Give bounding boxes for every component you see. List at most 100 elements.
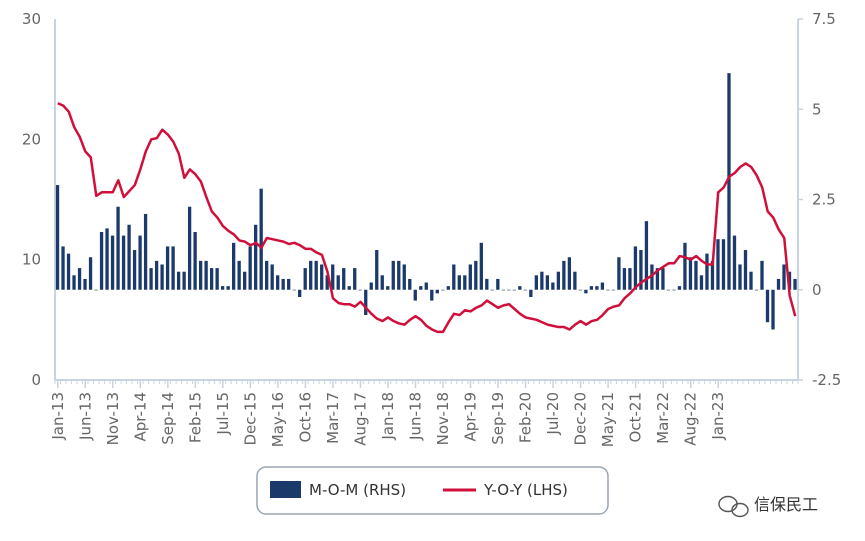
right-axis-ticks: -2.5 0 2.5 5 7.5 — [798, 10, 841, 389]
mom-bar — [276, 275, 280, 290]
mom-bar — [578, 289, 583, 291]
legend-label-yoy: Y-O-Y (LHS) — [483, 481, 568, 499]
x-tick-label: Jan-18 — [379, 392, 397, 441]
mom-bar — [66, 253, 71, 290]
x-tick-label: Feb-20 — [517, 392, 535, 443]
mom-bar — [347, 286, 351, 290]
mom-bar — [760, 260, 764, 290]
mom-bar — [716, 239, 720, 290]
mom-bar — [463, 275, 467, 290]
right-tick-label: -2.5 — [812, 371, 841, 389]
mom-bar — [710, 260, 715, 290]
mom-bar — [220, 286, 225, 290]
watermark: 信保民工 — [718, 495, 818, 518]
left-tick-label: 20 — [22, 130, 41, 148]
mom-bar — [534, 275, 538, 290]
x-tick-label: Oct-16 — [296, 392, 314, 442]
mom-bar — [562, 260, 566, 290]
mom-bar — [325, 275, 329, 290]
mom-bar — [452, 264, 456, 290]
mom-bar — [193, 231, 197, 290]
mom-bar — [292, 289, 296, 291]
mom-bar — [408, 278, 412, 290]
mom-bar — [666, 289, 671, 291]
left-tick-label: 10 — [22, 251, 41, 269]
mom-bar — [353, 268, 357, 290]
mom-bar — [121, 235, 126, 290]
mom-bar — [424, 282, 428, 290]
mom-bar — [435, 289, 439, 294]
yoy-line — [57, 102, 797, 334]
x-minor-ticks — [54, 380, 799, 384]
legend-label-mom: M-O-M (RHS) — [309, 481, 406, 499]
mom-bar — [721, 239, 726, 290]
x-tick-label: Apr-14 — [131, 392, 149, 442]
mom-bar — [749, 271, 753, 290]
mom-bar — [402, 264, 406, 290]
mom-bar — [628, 268, 632, 290]
mom-bar — [160, 264, 164, 290]
mom-bar — [303, 268, 307, 290]
mom-bar — [287, 278, 291, 290]
mom-bar — [182, 271, 186, 290]
mom-bar — [259, 188, 263, 290]
mom-bar — [584, 289, 588, 294]
x-tick-label: Feb-15 — [186, 392, 204, 443]
mom-bar — [490, 289, 494, 291]
mom-bar — [232, 242, 236, 290]
mom-bar — [496, 278, 500, 290]
x-tick-label: May-21 — [599, 392, 617, 447]
legend-box — [256, 466, 609, 515]
mom-bar — [507, 289, 511, 291]
mom-bar — [331, 264, 335, 290]
mom-bar — [94, 289, 98, 291]
mom-bar — [793, 278, 797, 290]
mom-bar — [375, 250, 379, 290]
mom-bar — [83, 278, 87, 290]
right-tick-label: 7.5 — [812, 10, 836, 28]
x-tick-label: Jan-23 — [709, 392, 727, 441]
mom-bar — [413, 289, 417, 301]
mom-bar — [617, 257, 621, 290]
mom-bar — [55, 185, 60, 290]
mom-bar — [105, 228, 109, 290]
mom-bar — [72, 275, 76, 290]
mom-bar — [446, 286, 450, 290]
mom-bar — [138, 235, 142, 290]
mom-bar — [430, 289, 434, 301]
mom-bar — [727, 73, 731, 290]
mom-bar — [743, 250, 748, 290]
mom-bar — [165, 246, 170, 290]
mom-bar — [243, 271, 247, 290]
mom-bar — [573, 271, 577, 290]
mom-bar — [457, 275, 461, 290]
x-tick-label: May-16 — [269, 392, 287, 447]
x-tick-label: Nov-13 — [104, 392, 122, 445]
x-tick-label: Jun-18 — [406, 392, 424, 441]
x-axis-tick-labels: Jan-13 Jun-13 Nov-13 Apr-14 Sep-14 Feb-15 Jul-… — [49, 380, 727, 447]
mom-bar — [358, 289, 362, 291]
mom-bar — [600, 282, 605, 290]
mom-bar — [688, 257, 693, 290]
mom-bar — [171, 246, 175, 290]
mom-bar — [342, 268, 346, 290]
mom-bar — [738, 264, 742, 290]
x-tick-label: Mar-22 — [654, 392, 672, 444]
mom-bar — [589, 286, 594, 290]
x-tick-label: Jan-13 — [49, 392, 67, 441]
mom-bar — [699, 275, 704, 290]
mom-bar — [61, 246, 65, 290]
mom-bar — [485, 278, 489, 290]
mom-bar — [650, 264, 654, 290]
mom-bar — [281, 278, 285, 290]
wechat-icon — [718, 495, 749, 518]
mom-bar — [364, 289, 368, 316]
mom-bar — [622, 268, 627, 290]
mom-bar — [683, 242, 687, 290]
mom-bar — [468, 264, 472, 290]
mom-bar — [226, 286, 230, 290]
mom-bar — [529, 289, 533, 297]
mom-bar — [187, 206, 192, 290]
mom-bar — [270, 264, 274, 290]
mom-bar — [215, 268, 219, 290]
